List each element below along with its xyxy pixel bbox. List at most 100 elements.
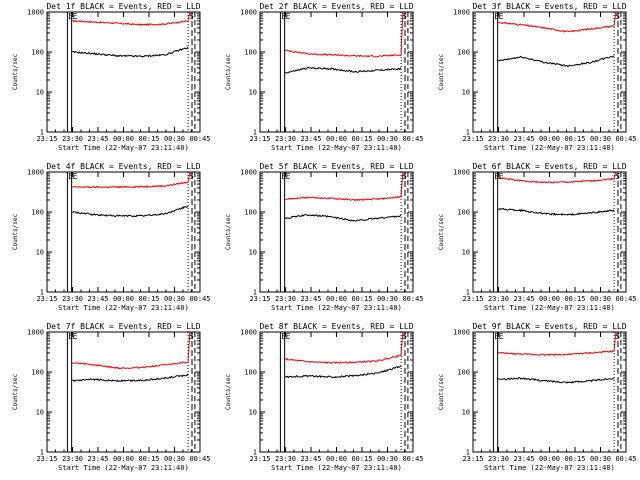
y-axis-label: Counts/sec bbox=[438, 374, 445, 411]
marker-label: E bbox=[68, 332, 73, 341]
x-tick-label: 23:30 bbox=[62, 135, 83, 143]
marker-label: E bbox=[286, 12, 291, 21]
y-tick-label: 10 bbox=[36, 409, 44, 417]
series-events bbox=[497, 207, 615, 217]
y-tick-label: 10 bbox=[249, 409, 257, 417]
x-tick-label: 00:15 bbox=[351, 455, 372, 463]
x-axis-label: Start Time (22-May-07 23:11:40) bbox=[271, 464, 402, 472]
x-tick-label: 00:15 bbox=[138, 455, 159, 463]
x-tick-label: 23:15 bbox=[462, 295, 483, 303]
plot-frame bbox=[472, 331, 627, 453]
marker-label: E bbox=[281, 172, 286, 181]
marker-label: E bbox=[499, 332, 504, 341]
y-tick-label: 1000 bbox=[27, 9, 44, 17]
series-events bbox=[284, 213, 402, 222]
y-axis-label: Counts/sec bbox=[12, 214, 19, 251]
series-lld-spike bbox=[187, 171, 191, 183]
detector-panel-4: Det 4f BLACK = Events, RED = LLD 1 10 100 10… bbox=[12, 162, 211, 312]
y-tick-label: 1000 bbox=[240, 169, 257, 177]
marker-label: S bbox=[615, 332, 620, 341]
series-events bbox=[72, 46, 189, 58]
x-tick-label: 00:30 bbox=[377, 295, 398, 303]
y-tick-label: 10 bbox=[36, 89, 44, 97]
x-tick-label: 23:45 bbox=[300, 295, 321, 303]
series-lld bbox=[498, 21, 615, 33]
plot-frame bbox=[259, 331, 414, 453]
marker-label: E bbox=[494, 12, 499, 21]
y-tick-label: 1 bbox=[466, 129, 470, 137]
x-tick-label: 23:45 bbox=[87, 295, 108, 303]
x-tick-label: 23:45 bbox=[513, 295, 534, 303]
detector-panel-2: Det 2f BLACK = Events, RED = LLD 1 10 100 10… bbox=[225, 2, 424, 152]
y-tick-label: 1000 bbox=[453, 329, 470, 337]
x-axis-label: Start Time (22-May-07 23:11:40) bbox=[271, 304, 402, 312]
y-tick-label: 10 bbox=[462, 249, 470, 257]
x-axis-label: Start Time (22-May-07 23:11:40) bbox=[58, 304, 189, 312]
detector-panel-1: Det 1f BLACK = Events, RED = LLD 1 10 100 10… bbox=[12, 2, 211, 152]
y-tick-label: 1 bbox=[40, 129, 44, 137]
x-tick-label: 23:30 bbox=[488, 295, 509, 303]
y-tick-label: 100 bbox=[457, 49, 470, 57]
x-tick-label: 00:45 bbox=[402, 295, 423, 303]
x-tick-label: 23:30 bbox=[488, 135, 509, 143]
y-tick-label: 1000 bbox=[27, 169, 44, 177]
y-tick-label: 100 bbox=[457, 209, 470, 217]
y-tick-label: 100 bbox=[244, 369, 257, 377]
y-tick-label: 1 bbox=[253, 449, 257, 457]
x-tick-label: 00:45 bbox=[189, 455, 210, 463]
y-axis-label: Counts/sec bbox=[438, 54, 445, 91]
marker-label: E bbox=[68, 172, 73, 181]
panel-title: Det 8f BLACK = Events, RED = LLD bbox=[259, 322, 413, 331]
marker-label: E bbox=[73, 172, 78, 181]
series-events bbox=[284, 365, 402, 379]
series-lld bbox=[72, 181, 189, 189]
x-tick-label: 00:30 bbox=[164, 295, 185, 303]
detector-panel-6: Det 6f BLACK = Events, RED = LLD 1 10 100 10… bbox=[438, 162, 637, 312]
plot-frame bbox=[46, 171, 201, 293]
x-tick-label: 00:45 bbox=[189, 295, 210, 303]
marker-label: S bbox=[402, 332, 407, 341]
x-tick-label: 00:00 bbox=[326, 455, 347, 463]
y-tick-label: 1000 bbox=[453, 169, 470, 177]
series-lld bbox=[498, 176, 615, 184]
series-lld bbox=[285, 354, 402, 365]
marker-label: E bbox=[499, 172, 504, 181]
x-tick-label: 23:30 bbox=[275, 295, 296, 303]
x-tick-label: 23:30 bbox=[62, 455, 83, 463]
y-axis-label: Counts/sec bbox=[225, 374, 232, 411]
y-tick-label: 10 bbox=[249, 89, 257, 97]
plot-frame bbox=[46, 331, 201, 453]
series-lld-spike bbox=[187, 11, 191, 21]
x-tick-label: 00:45 bbox=[402, 135, 423, 143]
x-tick-label: 00:30 bbox=[377, 135, 398, 143]
marker-label: S bbox=[402, 12, 407, 21]
marker-label: E bbox=[281, 332, 286, 341]
marker-label: S bbox=[615, 12, 620, 21]
x-tick-label: 23:30 bbox=[488, 455, 509, 463]
y-tick-label: 100 bbox=[31, 49, 44, 57]
marker-label: E bbox=[281, 12, 286, 21]
panel-title: Det 5f BLACK = Events, RED = LLD bbox=[259, 162, 413, 171]
y-tick-label: 10 bbox=[249, 249, 257, 257]
x-tick-label: 00:45 bbox=[189, 135, 210, 143]
y-axis-label: Counts/sec bbox=[225, 54, 232, 91]
series-events bbox=[284, 66, 402, 74]
series-lld-spike bbox=[400, 331, 404, 356]
y-tick-label: 100 bbox=[457, 369, 470, 377]
series-events bbox=[72, 205, 189, 218]
plot-frame bbox=[472, 11, 627, 133]
x-tick-label: 00:30 bbox=[590, 295, 611, 303]
x-tick-label: 00:30 bbox=[377, 455, 398, 463]
panel-title: Det 4f BLACK = Events, RED = LLD bbox=[46, 162, 200, 171]
x-tick-label: 00:45 bbox=[615, 295, 636, 303]
detector-panel-7: Det 7f BLACK = Events, RED = LLD 1 10 100 10… bbox=[12, 322, 211, 472]
detector-panel-3: Det 3f BLACK = Events, RED = LLD 1 10 100 10… bbox=[438, 2, 637, 152]
x-axis-label: Start Time (22-May-07 23:11:40) bbox=[58, 464, 189, 472]
panel-title: Det 1f BLACK = Events, RED = LLD bbox=[46, 2, 200, 11]
y-tick-label: 1 bbox=[253, 129, 257, 137]
panel-title: Det 9f BLACK = Events, RED = LLD bbox=[472, 322, 626, 331]
detector-panel-9: Det 9f BLACK = Events, RED = LLD 1 10 100 10… bbox=[438, 322, 637, 472]
x-tick-label: 00:30 bbox=[164, 135, 185, 143]
x-tick-label: 23:15 bbox=[462, 135, 483, 143]
